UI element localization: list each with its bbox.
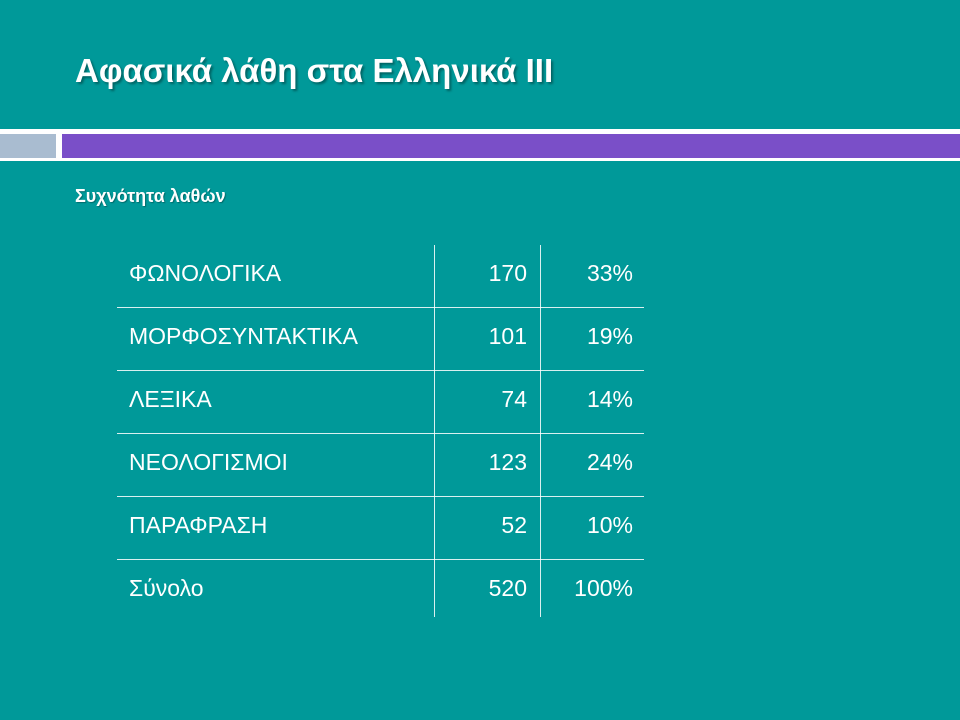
count-cell: 52 bbox=[501, 512, 527, 538]
header-accent-bar bbox=[62, 134, 960, 158]
percent-cell: 33% bbox=[586, 260, 633, 286]
category-cell: ΜΟΡΦΟΣΥΝΤΑΚΤΙΚΑ bbox=[129, 323, 358, 349]
percent-cell: 14% bbox=[586, 386, 633, 412]
slide-subtitle: Συχνότητα λαθών bbox=[75, 186, 226, 206]
category-cell: ΦΩΝΟΛΟΓΙΚΑ bbox=[129, 260, 282, 286]
category-cell: ΝΕΟΛΟΓΙΣΜΟΙ bbox=[129, 449, 288, 475]
error-frequency-table: ΦΩΝΟΛΟΓΙΚΑ 170 33% ΜΟΡΦΟΣΥΝΤΑΚΤΙΚΑ 101 1… bbox=[117, 245, 644, 622]
count-cell: 74 bbox=[501, 386, 527, 412]
header-divider-left-block bbox=[0, 134, 56, 158]
table-column-divider bbox=[540, 245, 541, 617]
table-row: ΛΕΞΙΚΑ 74 14% bbox=[117, 371, 644, 434]
table-column-divider bbox=[434, 245, 435, 617]
table-total-row: Σύνολο 520 100% bbox=[117, 560, 644, 622]
percent-cell: 10% bbox=[586, 512, 633, 538]
slide-title: Αφασικά λάθη στα Ελληνικά ΙΙΙ bbox=[75, 52, 554, 89]
table-row: ΠΑΡΑΦΡΑΣΗ 52 10% bbox=[117, 497, 644, 560]
count-cell: 101 bbox=[488, 323, 527, 349]
percent-cell: 19% bbox=[586, 323, 633, 349]
count-cell: 520 bbox=[488, 575, 527, 601]
category-cell: ΛΕΞΙΚΑ bbox=[129, 386, 212, 412]
table-row: ΝΕΟΛΟΓΙΣΜΟΙ 123 24% bbox=[117, 434, 644, 497]
category-cell: ΠΑΡΑΦΡΑΣΗ bbox=[129, 512, 268, 538]
count-cell: 170 bbox=[488, 260, 527, 286]
percent-cell: 100% bbox=[574, 575, 633, 601]
table-row: ΜΟΡΦΟΣΥΝΤΑΚΤΙΚΑ 101 19% bbox=[117, 308, 644, 371]
category-cell: Σύνολο bbox=[129, 575, 204, 601]
table-row: ΦΩΝΟΛΟΓΙΚΑ 170 33% bbox=[117, 245, 644, 308]
count-cell: 123 bbox=[488, 449, 527, 475]
percent-cell: 24% bbox=[586, 449, 633, 475]
